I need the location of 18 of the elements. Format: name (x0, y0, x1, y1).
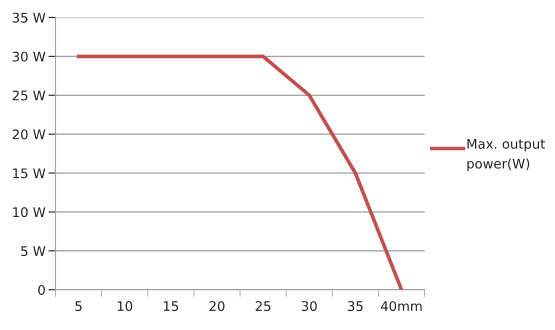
y-tick-label: 35 W (12, 12, 46, 23)
x-tick-label: 5 (75, 301, 82, 312)
x-tick-label: 15 (164, 301, 178, 312)
x-tick-label: 30 (302, 301, 317, 312)
x-tick-label: 10 (118, 301, 132, 312)
y-tick-label: 0 (38, 284, 45, 295)
x-tick-label: 35 (348, 301, 363, 312)
legend-label: Max. output power(W) (467, 139, 546, 172)
y-tick-label: 20 W (12, 129, 46, 140)
line-series (76, 54, 404, 290)
x-tick-label: 40mm (380, 301, 422, 312)
y-tick-label: 30 W (12, 52, 46, 62)
x-tick-label: 20 (210, 301, 224, 312)
x-tick-label: 25 (256, 301, 270, 312)
y-tick-label: 10 W (13, 207, 46, 218)
y-tick-label: 15 W (13, 168, 46, 178)
y-tick-label: 25 W (12, 90, 46, 100)
y-tick-label: 5 W (21, 246, 46, 256)
